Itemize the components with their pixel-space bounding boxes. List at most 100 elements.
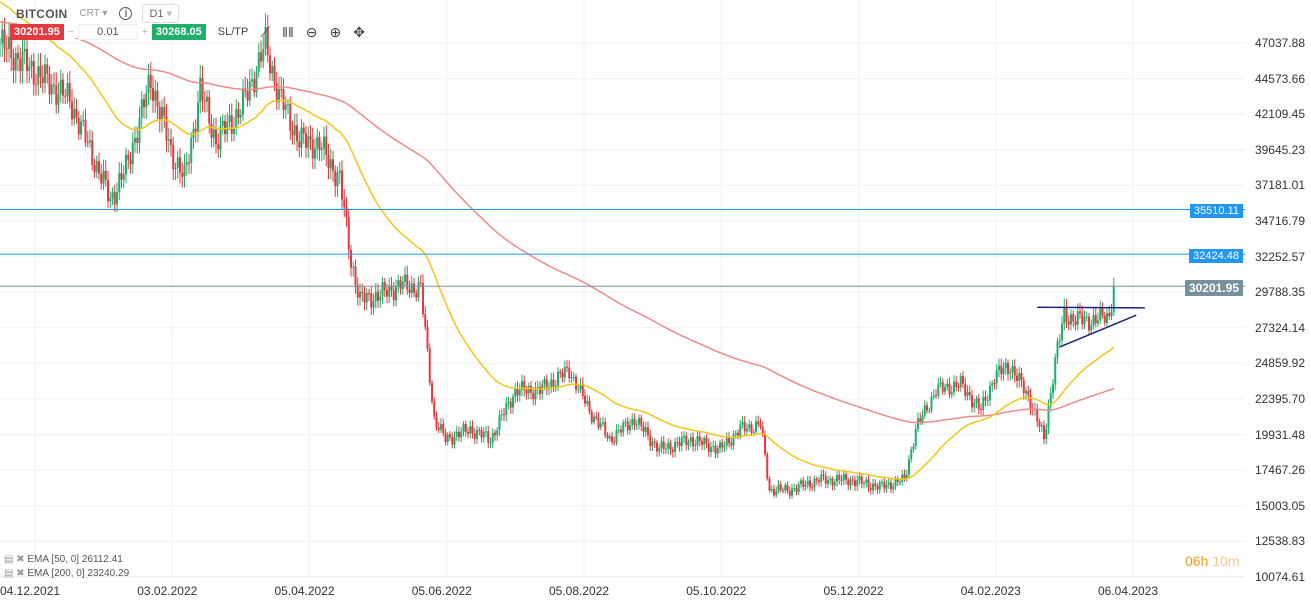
candle-body xyxy=(863,482,865,484)
candle-body xyxy=(505,403,508,415)
candle-body xyxy=(926,405,928,411)
line-chart-icon[interactable]: ⟋ xyxy=(260,23,271,40)
candle-body xyxy=(1074,321,1077,325)
candle-body xyxy=(1101,307,1104,316)
candle-body xyxy=(1020,373,1023,381)
candle-body xyxy=(282,89,285,110)
candle-body xyxy=(172,144,175,170)
candle-body xyxy=(1018,373,1021,381)
candle-body xyxy=(512,396,514,408)
candle-body xyxy=(122,174,125,180)
candle-body xyxy=(660,441,663,448)
candle-body xyxy=(397,280,400,287)
candle-body xyxy=(1052,384,1054,394)
x-tick-label: 05.06.2022 xyxy=(411,584,472,598)
candle-body xyxy=(361,291,364,294)
candle-body xyxy=(534,388,537,400)
candle-body xyxy=(728,437,730,444)
candle-body xyxy=(1108,313,1111,317)
candle-body xyxy=(266,26,269,56)
candle-body xyxy=(836,474,838,483)
candle-body xyxy=(145,93,148,108)
legend-ema200[interactable]: ▤ ✖ EMA [200, 0] 23240.29 xyxy=(4,568,130,579)
candle-body xyxy=(860,476,863,484)
candle-body xyxy=(296,125,298,142)
buy-button[interactable]: 30268.05 xyxy=(151,24,206,40)
candle-body xyxy=(730,443,733,446)
candle-body xyxy=(257,52,260,72)
candle-body xyxy=(338,170,341,173)
candle-body xyxy=(116,191,118,205)
timeframe-dropdown[interactable]: D1 ▾ xyxy=(142,4,180,23)
sltp-button[interactable]: SL/TP xyxy=(217,26,249,38)
candle-body xyxy=(1061,323,1063,340)
zoom-in-icon[interactable]: ⊕ xyxy=(329,23,342,40)
quantity-increase[interactable]: + xyxy=(137,26,152,38)
candle-body xyxy=(750,424,753,433)
candle-body xyxy=(597,417,600,428)
candle-body xyxy=(1007,362,1009,374)
candle-body xyxy=(437,427,440,430)
sell-button[interactable]: 30201.95 xyxy=(10,24,64,40)
ema50-label: EMA [50, 0] 26112.41 xyxy=(27,554,123,565)
x-tick-label: 05.08.2022 xyxy=(549,584,610,598)
candle-body xyxy=(390,285,393,291)
candle-body xyxy=(53,84,55,86)
candle-body xyxy=(602,422,604,424)
candle-body xyxy=(428,348,431,384)
candle-body xyxy=(73,108,76,120)
candle-body xyxy=(912,446,915,450)
candle-body xyxy=(741,422,744,425)
candle-body xyxy=(802,480,805,487)
quantity-decrease[interactable]: − xyxy=(63,26,78,38)
candle-body xyxy=(521,381,523,390)
x-tick-label: 05.10.2022 xyxy=(686,584,747,598)
candle-body xyxy=(50,84,53,95)
candle-body xyxy=(1067,321,1070,325)
candle-body xyxy=(291,130,294,136)
candle-body xyxy=(104,170,107,180)
candle-body xyxy=(788,490,791,496)
candle-body xyxy=(1085,316,1088,318)
candle-body xyxy=(370,293,373,308)
candle-body xyxy=(876,486,879,490)
candle-body xyxy=(350,250,352,268)
x-tick-label: 03.02.2022 xyxy=(137,584,198,598)
candle-body xyxy=(590,411,593,423)
level-tag-2: 32424.48 xyxy=(1189,249,1243,263)
candle-body xyxy=(71,101,73,120)
symbol-name: BITCOIN xyxy=(16,6,68,21)
candle-body xyxy=(98,160,100,174)
candle-body xyxy=(894,478,897,487)
zoom-out-icon[interactable]: ⊖ xyxy=(305,23,318,40)
candle-body xyxy=(489,442,492,444)
info-icon[interactable]: i xyxy=(119,7,133,20)
candle-body xyxy=(829,478,832,481)
candle-body xyxy=(446,434,449,442)
quantity-input[interactable]: 0.01 xyxy=(77,24,138,40)
candle-body xyxy=(415,292,418,298)
candles-icon[interactable]: ǁǁ xyxy=(282,24,294,40)
candle-body xyxy=(262,48,265,62)
candle-body xyxy=(19,58,22,72)
candle-body xyxy=(707,443,710,453)
candle-body xyxy=(480,430,483,438)
candle-body xyxy=(768,478,771,491)
candle-body xyxy=(323,136,325,149)
candle-body xyxy=(381,282,384,297)
candle-body xyxy=(748,424,751,429)
candle-body xyxy=(131,142,134,165)
move-icon[interactable]: ✥ xyxy=(353,23,365,40)
candle-body xyxy=(500,414,503,416)
candle-body xyxy=(127,154,130,160)
account-type-dropdown[interactable]: CRT ▾ xyxy=(79,8,108,19)
candle-body xyxy=(235,109,238,128)
candle-body xyxy=(413,283,415,293)
candle-body xyxy=(721,442,724,448)
candle-body xyxy=(514,387,517,397)
candle-body xyxy=(831,478,834,486)
legend-ema50[interactable]: ▤ ✖ EMA [50, 0] 26112.41 xyxy=(4,554,123,565)
candle-body xyxy=(714,446,717,454)
candle-body xyxy=(161,107,163,121)
